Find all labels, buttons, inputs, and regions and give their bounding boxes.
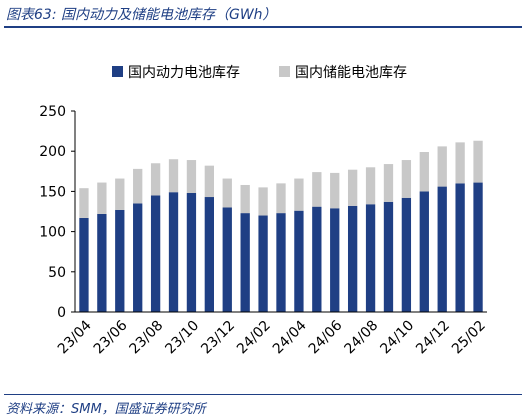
title-divider — [4, 26, 522, 28]
bar-segment-storage — [365, 167, 376, 205]
bar-segment-power — [473, 182, 483, 312]
bar-segment-power — [222, 207, 232, 312]
bar-segment-storage — [347, 169, 358, 206]
bar-segment-storage — [473, 140, 483, 183]
footer-divider — [4, 394, 522, 395]
bar-segment-storage — [240, 184, 250, 214]
y-tick-label: 200 — [39, 144, 66, 160]
legend-label-1: 国内动力电池库存 — [128, 65, 240, 81]
y-tick-label: 50 — [48, 265, 66, 281]
bar-segment-storage — [419, 152, 429, 192]
x-tick-label: 24/10 — [377, 318, 417, 358]
x-tick-label: 24/12 — [413, 318, 453, 358]
bar-segment-power — [347, 205, 358, 312]
x-tick-label: 23/04 — [55, 317, 95, 357]
legend-swatch-2 — [279, 66, 290, 77]
bar-segment-power — [97, 213, 107, 312]
bar-segment-power — [79, 217, 89, 312]
bar-segment-storage — [133, 168, 143, 204]
legend-label-2: 国内储能电池库存 — [295, 65, 407, 81]
bar-segment-power — [437, 186, 447, 312]
bar-segment-power — [365, 204, 376, 312]
bar-segment-storage — [294, 178, 304, 211]
bar-segment-power — [330, 208, 340, 312]
bar-segment-power — [294, 210, 304, 312]
figure-source: 资料来源：SMM，国盛证券研究所 — [6, 402, 206, 417]
bar-segment-power — [276, 213, 286, 312]
x-tick-label: 24/08 — [342, 318, 382, 358]
y-tick-label: 250 — [39, 104, 66, 120]
y-tick-label: 150 — [39, 184, 66, 200]
x-tick-label: 24/04 — [270, 317, 310, 357]
bar-segment-storage — [168, 159, 179, 193]
bar-segment-storage — [276, 183, 286, 214]
bar-segment-power — [186, 193, 197, 312]
bar-segment-storage — [437, 146, 447, 187]
bar-segment-storage — [115, 178, 125, 210]
legend-swatch-1 — [112, 66, 123, 77]
bar-segment-storage — [258, 187, 268, 216]
bar-segment-power — [204, 197, 214, 312]
x-tick-label: 23/10 — [162, 318, 202, 358]
bar-segment-power — [168, 192, 179, 312]
bar-segment-storage — [186, 160, 197, 193]
bar-segment-power — [115, 209, 125, 312]
bar-segment-storage — [79, 188, 89, 218]
bar-segment-power — [240, 213, 250, 312]
bar-segment-power — [312, 206, 322, 312]
bar-segment-storage — [401, 160, 412, 198]
bar-segment-storage — [383, 164, 394, 202]
bar-segment-power — [133, 203, 143, 312]
bar-segment-storage — [330, 172, 340, 209]
bar-segment-power — [258, 215, 268, 312]
x-tick-label: 23/06 — [91, 317, 131, 357]
bars-group — [79, 140, 483, 312]
y-tick-label: 0 — [57, 305, 66, 321]
x-tick-label: 23/08 — [127, 318, 167, 358]
y-tick-label: 100 — [39, 225, 66, 241]
bar-segment-power — [383, 201, 394, 312]
bar-segment-storage — [312, 172, 322, 207]
bar-segment-power — [455, 183, 465, 312]
x-tick-label: 24/02 — [234, 318, 274, 358]
figure-title: 图表63: 国内动力及储能电池库存（GWh） — [6, 7, 277, 23]
bar-segment-storage — [204, 165, 214, 198]
x-tick-label: 23/12 — [198, 318, 238, 358]
y-axis: 0 50 100 150 200 250 — [39, 104, 76, 321]
chart-legend: 国内动力电池库存 国内储能电池库存 — [112, 65, 407, 81]
bar-segment-storage — [150, 163, 161, 196]
figure-header: 图表63: 国内动力及储能电池库存（GWh） — [0, 0, 526, 28]
x-tick-label: 24/06 — [306, 317, 346, 357]
bar-segment-storage — [97, 182, 107, 214]
bar-segment-power — [419, 191, 429, 312]
bar-segment-power — [150, 195, 161, 312]
x-axis: 23/0423/0623/0823/1023/1224/0224/0424/06… — [55, 311, 489, 358]
bar-segment-power — [401, 197, 412, 312]
x-tick-label: 25/02 — [449, 318, 489, 358]
bar-segment-storage — [455, 142, 465, 184]
bar-segment-storage — [222, 178, 232, 208]
